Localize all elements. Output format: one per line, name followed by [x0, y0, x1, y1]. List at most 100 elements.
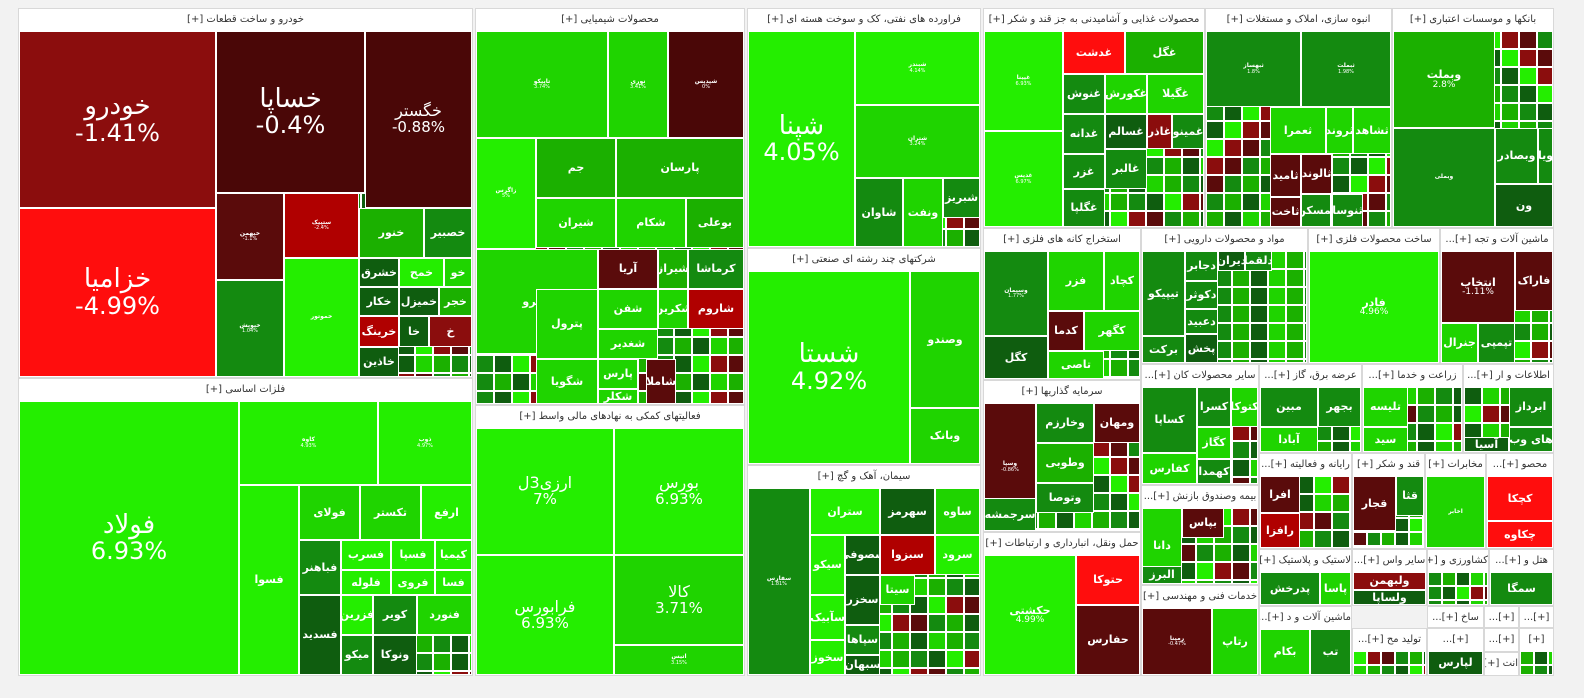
symbol-tile[interactable]: کگهر	[1084, 311, 1140, 351]
minor-symbol-tile[interactable]	[1353, 651, 1367, 665]
symbol-tile[interactable]: سیکو	[810, 535, 845, 595]
minor-symbol-tile[interactable]	[928, 632, 946, 650]
sector-title[interactable]: قند و شکر [+]	[1353, 454, 1424, 476]
minor-symbol-tile[interactable]	[1110, 493, 1128, 511]
minor-symbol-tile[interactable]	[1428, 600, 1442, 605]
symbol-tile[interactable]: خ	[429, 316, 472, 347]
minor-symbol-tile[interactable]	[910, 668, 928, 675]
symbol-tile[interactable]: ولساپا	[1353, 590, 1426, 605]
minor-symbol-tile[interactable]	[433, 635, 451, 653]
symbol-tile[interactable]: کرماشا	[688, 249, 744, 289]
symbol-tile[interactable]: ستران	[810, 488, 880, 535]
minor-symbol-tile[interactable]	[964, 578, 980, 596]
symbol-tile[interactable]: چکاوه	[1487, 521, 1553, 548]
minor-symbol-tile[interactable]	[1484, 586, 1488, 600]
symbol-tile[interactable]: خجر	[439, 287, 472, 316]
minor-symbol-tile[interactable]	[1350, 441, 1361, 452]
minor-symbol-tile[interactable]	[1206, 139, 1224, 157]
minor-symbol-tile[interactable]	[1304, 269, 1307, 287]
minor-symbol-tile[interactable]	[1442, 600, 1456, 605]
minor-symbol-tile[interactable]	[494, 391, 512, 404]
minor-symbol-tile[interactable]	[946, 650, 964, 668]
minor-symbol-tile[interactable]	[910, 632, 928, 650]
minor-symbol-tile[interactable]	[1224, 175, 1242, 193]
minor-symbol-tile[interactable]	[946, 596, 964, 614]
sector-title[interactable]: محصولات غذایی و آشامیدنی به جز قند و شکر…	[984, 9, 1204, 31]
symbol-tile[interactable]: ثبهساز 1.8%	[1206, 31, 1301, 107]
symbol-tile[interactable]: پارسان	[616, 138, 744, 198]
symbol-tile[interactable]: غدانه	[1063, 114, 1105, 154]
minor-symbol-tile[interactable]	[1250, 341, 1268, 359]
minor-symbol-tile[interactable]	[451, 635, 469, 653]
minor-symbol-tile[interactable]	[415, 635, 433, 653]
minor-symbol-tile[interactable]	[674, 391, 692, 404]
minor-symbol-tile[interactable]	[1200, 211, 1204, 227]
symbol-tile[interactable]: خزامیا -4.99%	[19, 208, 216, 377]
symbol-tile[interactable]: ثعمرا	[1270, 107, 1326, 154]
minor-symbol-tile[interactable]	[1501, 31, 1519, 49]
symbol-tile[interactable]: ساوه	[935, 488, 980, 535]
symbol-tile[interactable]: مبین	[1260, 387, 1318, 427]
symbol-tile[interactable]: دکوثر	[1185, 281, 1218, 309]
symbol-tile[interactable]: سیتا	[880, 575, 915, 605]
sector-title[interactable]: سرمایه گذاریها [+]	[984, 381, 1140, 403]
symbol-tile[interactable]: لپارس	[1428, 651, 1483, 675]
symbol-tile[interactable]: شپنا 4.05%	[748, 31, 855, 247]
minor-symbol-tile[interactable]	[710, 337, 728, 355]
symbol-tile[interactable]: فلوله	[341, 570, 391, 595]
minor-symbol-tile[interactable]	[512, 355, 530, 373]
minor-symbol-tile[interactable]	[1353, 546, 1367, 548]
minor-symbol-tile[interactable]	[1232, 562, 1250, 580]
minor-symbol-tile[interactable]	[415, 373, 433, 377]
symbol-tile[interactable]: برکت	[1142, 336, 1185, 363]
symbol-tile[interactable]: شپدیس 0%	[668, 31, 744, 138]
symbol-tile[interactable]: کفارس	[1142, 453, 1197, 484]
symbol-tile[interactable]: غنوش	[1063, 74, 1105, 114]
minor-symbol-tile[interactable]	[1206, 175, 1224, 193]
minor-symbol-tile[interactable]	[1537, 67, 1553, 85]
minor-symbol-tile[interactable]	[1110, 359, 1128, 377]
symbol-tile[interactable]: شیراز	[658, 249, 688, 289]
sector-title[interactable]: تولید مح [+]...	[1353, 629, 1426, 651]
minor-symbol-tile[interactable]	[1200, 193, 1204, 211]
minor-symbol-tile[interactable]	[1242, 193, 1260, 211]
minor-symbol-tile[interactable]	[1423, 665, 1426, 675]
minor-symbol-tile[interactable]	[1417, 387, 1435, 405]
symbol-tile[interactable]: قثا	[1396, 476, 1424, 516]
minor-symbol-tile[interactable]	[1548, 651, 1553, 665]
symbol-tile[interactable]: سفارس 1.81%	[748, 488, 810, 675]
minor-symbol-tile[interactable]	[1456, 586, 1470, 600]
minor-symbol-tile[interactable]	[469, 373, 472, 377]
symbol-tile[interactable]: ذوب 4.97%	[378, 401, 472, 485]
sector-title[interactable]: فراورده های نفتی، کک و سوخت هسته ای [+]	[748, 9, 980, 31]
symbol-tile[interactable]: سخوز	[810, 640, 845, 675]
minor-symbol-tile[interactable]	[1417, 423, 1435, 441]
symbol-tile[interactable]: آبادا	[1260, 427, 1318, 452]
sector-title[interactable]: [+]	[1520, 629, 1553, 651]
symbol-tile[interactable]: شاوان	[855, 178, 903, 247]
symbol-tile[interactable]: ثبملت 1.98%	[1301, 31, 1391, 107]
minor-symbol-tile[interactable]	[1092, 529, 1110, 531]
minor-symbol-tile[interactable]	[1314, 512, 1332, 530]
symbol-tile[interactable]: خودرو -1.41%	[19, 31, 216, 208]
minor-symbol-tile[interactable]	[1428, 572, 1442, 586]
minor-symbol-tile[interactable]	[1368, 157, 1386, 175]
minor-symbol-tile[interactable]	[1206, 121, 1224, 139]
sector-title[interactable]: ماشین آلات و د [+]...	[1260, 607, 1351, 629]
minor-symbol-tile[interactable]	[1519, 49, 1537, 67]
minor-symbol-tile[interactable]	[1146, 175, 1164, 193]
minor-symbol-tile[interactable]	[415, 653, 433, 671]
symbol-tile[interactable]: دلقما	[1245, 251, 1272, 271]
symbol-tile[interactable]: ثنوسا	[1332, 194, 1363, 227]
symbol-tile[interactable]: وسیمان 1.77%	[984, 251, 1048, 336]
symbol-tile[interactable]: حفارس	[1076, 605, 1140, 675]
minor-symbol-tile[interactable]	[1224, 157, 1242, 175]
symbol-tile[interactable]: شیران	[536, 198, 616, 248]
minor-symbol-tile[interactable]	[1110, 211, 1128, 227]
sector-title[interactable]: هتل و [+]...	[1490, 550, 1553, 572]
symbol-tile[interactable]: سبهان	[845, 655, 880, 675]
minor-symbol-tile[interactable]	[415, 671, 433, 675]
minor-symbol-tile[interactable]	[1242, 211, 1260, 227]
minor-symbol-tile[interactable]	[1381, 651, 1395, 665]
minor-symbol-tile[interactable]	[1268, 269, 1286, 287]
